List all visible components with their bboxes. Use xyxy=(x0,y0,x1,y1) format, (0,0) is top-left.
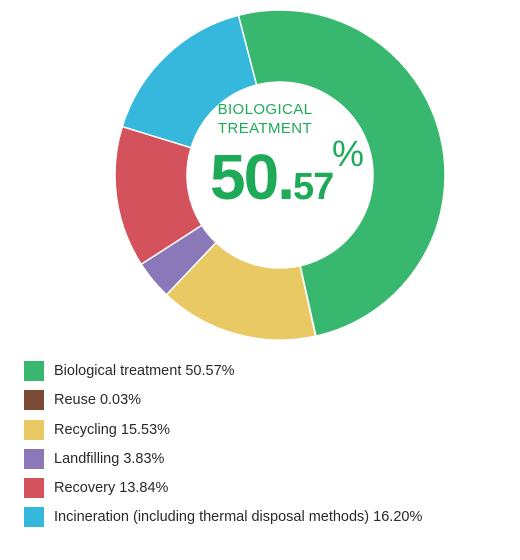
legend-label: Biological treatment 50.57% xyxy=(54,363,235,379)
donut-slice-0 xyxy=(237,9,446,337)
center-title-line2: TREATMENT xyxy=(217,120,313,137)
center-value: 50.57 xyxy=(210,141,334,213)
legend-item: Incineration (including thermal disposal… xyxy=(24,507,423,528)
legend-label: Incineration (including thermal disposal… xyxy=(54,509,423,526)
donut-svg xyxy=(114,9,446,341)
legend-swatch xyxy=(24,478,44,499)
legend-swatch xyxy=(24,507,44,528)
legend-swatch xyxy=(24,419,44,440)
legend-item: Landfilling 3.83% xyxy=(24,448,422,469)
legend-label: Recovery 13.84% xyxy=(54,480,169,497)
legend-swatch xyxy=(24,361,44,381)
legend-item: Recycling 15.53% xyxy=(24,419,422,440)
center-value-int: 50. xyxy=(210,141,295,213)
donut-chart: BIOLOGICAL TREATMENT 50.57 % xyxy=(114,9,446,341)
legend-swatch xyxy=(24,390,44,411)
center-percent-sign: % xyxy=(332,133,365,174)
legend-item: Reuse 0.03% xyxy=(24,390,422,411)
legend-label: Recycling 15.53% xyxy=(54,421,171,438)
legend-item: Recovery 13.84% xyxy=(24,478,422,499)
legend: Biological treatment 50.57% Reuse 0.03% Re… xyxy=(24,361,422,537)
center-title: BIOLOGICAL TREATMENT xyxy=(185,100,345,138)
center-title-line1: BIOLOGICAL xyxy=(217,101,313,118)
donut-slice-5 xyxy=(121,14,258,149)
legend-label: Landfilling 3.83% xyxy=(54,450,165,467)
legend-swatch xyxy=(24,448,44,469)
legend-label: Reuse 0.03% xyxy=(54,392,142,409)
center-value-dec: 57 xyxy=(292,166,334,208)
legend-item: Biological treatment 50.57% xyxy=(24,361,422,381)
